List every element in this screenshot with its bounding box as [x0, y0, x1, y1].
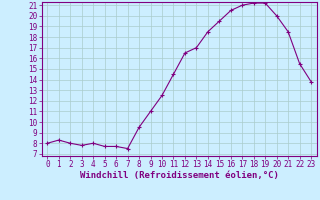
X-axis label: Windchill (Refroidissement éolien,°C): Windchill (Refroidissement éolien,°C): [80, 171, 279, 180]
